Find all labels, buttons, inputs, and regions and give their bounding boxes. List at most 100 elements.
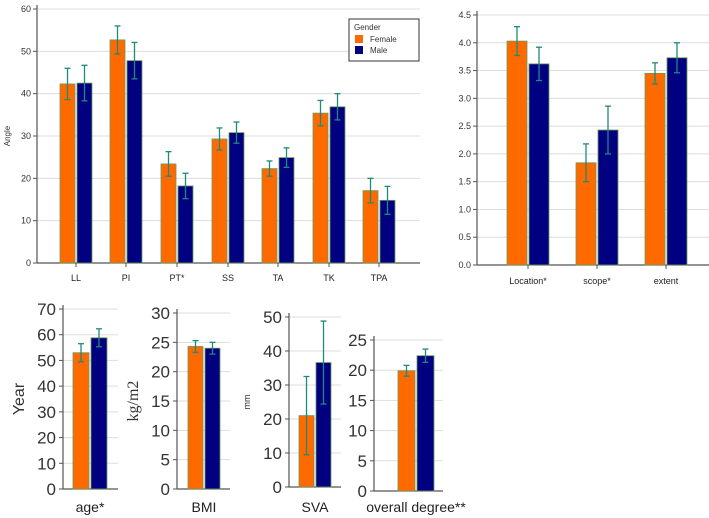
error-bar xyxy=(583,143,589,183)
y-tick-label: 0.5 xyxy=(458,232,471,242)
y-tick-label: 20 xyxy=(37,429,56,448)
bar-female xyxy=(312,112,329,264)
y-tick-label: 20 xyxy=(263,410,282,429)
y-tick-label: 25 xyxy=(348,331,367,350)
y-tick-label: 0.0 xyxy=(458,260,471,270)
error-bar xyxy=(384,185,391,215)
x-tick-label: SVA xyxy=(302,499,330,515)
bar-female xyxy=(72,352,90,490)
bar-male xyxy=(90,337,108,490)
x-tick-label: overall degree** xyxy=(366,499,466,515)
y-tick-label: 30 xyxy=(151,304,170,323)
y-tick-label: 15 xyxy=(348,391,367,410)
error-bar xyxy=(514,26,520,57)
bar-female xyxy=(109,39,126,264)
y-tick-label: 10 xyxy=(37,454,56,473)
legend: Gender Female Male xyxy=(348,18,420,62)
legend-label: Female xyxy=(370,35,397,44)
y-tick-label: 1.5 xyxy=(458,177,471,187)
error-bar xyxy=(233,121,240,144)
bar-female xyxy=(261,168,278,264)
bar-male xyxy=(416,355,435,492)
y-axis-label: Year xyxy=(11,382,28,415)
y-tick-label: 10 xyxy=(348,422,367,441)
x-tick-label: LL xyxy=(71,273,81,283)
bar-female xyxy=(211,138,228,264)
x-tick-label: SS xyxy=(222,273,234,283)
error-bar xyxy=(266,160,273,177)
error-bar xyxy=(317,99,324,127)
error-bar xyxy=(403,364,410,377)
y-axis: 0 10 20 30 40 50 60 70 xyxy=(37,300,118,499)
x-tick-label: PI xyxy=(122,273,131,283)
bar-female xyxy=(397,370,416,492)
error-bar xyxy=(114,25,121,55)
y-tick-label: 70 xyxy=(37,300,56,319)
y-tick-label: 30 xyxy=(21,131,31,141)
y-axis: 0 5 10 15 20 25 30 xyxy=(151,304,230,499)
y-tick-label: 2.0 xyxy=(458,149,471,159)
chart-age: 0 10 20 30 40 50 60 70 Year age* xyxy=(11,300,118,515)
error-bar xyxy=(216,127,223,151)
y-tick-label: 50 xyxy=(37,351,56,370)
error-bar xyxy=(367,177,374,204)
x-tick-label: PT* xyxy=(169,273,185,283)
error-bar xyxy=(209,341,216,355)
x-tick-label: extent xyxy=(654,276,679,286)
bar-male xyxy=(204,347,221,490)
error-bar xyxy=(64,67,71,101)
y-tick-label: 40 xyxy=(21,89,31,99)
y-tick-label: 0 xyxy=(161,480,170,499)
y-axis-label: Angle xyxy=(3,125,12,146)
legend-label: Male xyxy=(370,46,388,55)
y-tick-label: 30 xyxy=(263,376,282,395)
error-bar xyxy=(131,41,138,80)
y-tick-label: 20 xyxy=(348,361,367,380)
x-tick-label: TPA xyxy=(371,273,388,283)
y-tick-label: 4.0 xyxy=(458,38,471,48)
y-tick-label: 10 xyxy=(263,444,282,463)
chart-sva: 0 10 20 30 40 50 mm SVA xyxy=(242,308,341,515)
error-bar xyxy=(303,375,310,456)
bar-female xyxy=(644,72,666,266)
bar-female xyxy=(160,163,177,264)
y-tick-label: 40 xyxy=(263,342,282,361)
x-tick-label: BMI xyxy=(192,499,217,515)
error-bar xyxy=(78,343,84,363)
error-bar xyxy=(182,172,189,200)
error-bar xyxy=(652,62,658,85)
y-tick-label: 0 xyxy=(47,480,56,499)
y-tick-label: 60 xyxy=(37,326,56,345)
x-tick-label: TK xyxy=(323,273,335,283)
y-tick-label: 0 xyxy=(358,482,367,501)
bar-female xyxy=(187,346,204,490)
y-tick-label: 3.5 xyxy=(458,66,471,76)
error-bar xyxy=(320,320,327,405)
error-bar xyxy=(422,348,429,363)
y-tick-label: 2.5 xyxy=(458,121,471,131)
y-tick-label: 5 xyxy=(358,452,367,471)
y-tick-label: 0 xyxy=(26,258,31,268)
y-tick-label: 0 xyxy=(273,478,282,497)
y-tick-label: 40 xyxy=(37,377,56,396)
legend-swatch xyxy=(355,46,363,54)
error-bar xyxy=(283,147,290,168)
y-tick-label: 1.0 xyxy=(458,204,471,214)
error-bar xyxy=(536,46,542,82)
y-axis-label: mm xyxy=(242,395,252,410)
error-bar xyxy=(605,105,611,155)
bar-male xyxy=(76,82,93,264)
y-tick-label: 15 xyxy=(151,392,170,411)
y-tick-label: 50 xyxy=(21,46,31,56)
error-bar xyxy=(674,42,680,74)
y-tick-label: 4.5 xyxy=(458,10,471,20)
error-bar xyxy=(81,64,88,102)
y-axis: 0 10 20 30 40 50 60 xyxy=(21,4,420,268)
bar-female xyxy=(506,40,528,266)
x-tick-label: TA xyxy=(273,273,284,283)
legend-swatch xyxy=(355,35,363,43)
error-bar xyxy=(334,93,341,121)
chart-overall: 0 5 10 15 20 25 overall degree** xyxy=(348,331,466,515)
x-tick-label: Location* xyxy=(509,276,547,286)
error-bar xyxy=(96,328,102,348)
